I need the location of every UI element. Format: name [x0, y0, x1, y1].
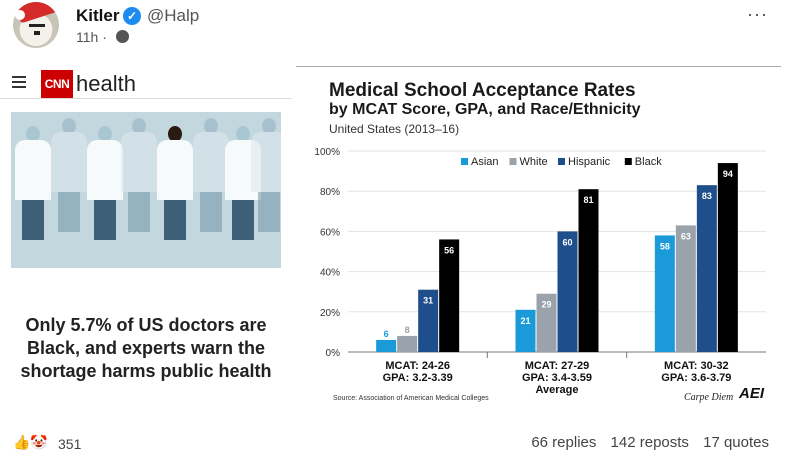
- aei-logo: AEI: [739, 385, 765, 402]
- x-category-label: GPA: 3.4-3.59: [522, 372, 592, 384]
- bar: [439, 239, 460, 352]
- bar: [696, 185, 717, 352]
- quotes-link[interactable]: 17 quotes: [703, 434, 769, 451]
- reaction-count[interactable]: 351: [58, 436, 82, 452]
- x-category-label: GPA: 3.2-3.39: [383, 372, 453, 384]
- avatar-face: [27, 22, 47, 36]
- section-title: health: [76, 71, 136, 96]
- y-tick-label: 0%: [326, 348, 341, 359]
- replies-link[interactable]: 66 replies: [531, 434, 597, 451]
- legend-label: Black: [635, 156, 662, 168]
- chart-source: Source: Association of American Medical …: [333, 395, 489, 402]
- bar-value-label: 58: [660, 241, 670, 251]
- x-category-label: MCAT: 30-32: [664, 360, 729, 372]
- x-category-label: GPA: 3.6-3.79: [661, 372, 731, 384]
- y-tick-label: 80%: [320, 187, 340, 198]
- article-card[interactable]: CNN health Only 5.7% of US doctors are B…: [0, 66, 292, 422]
- bar: [418, 289, 439, 352]
- bar-value-label: 56: [444, 245, 454, 255]
- bar-value-label: 94: [723, 169, 733, 179]
- bar-value-label: 63: [681, 231, 691, 241]
- display-name[interactable]: Kitler: [76, 6, 120, 25]
- bar: [376, 339, 397, 352]
- chart-title: Medical School Acceptance Rates: [329, 80, 636, 101]
- bar-value-label: 83: [702, 191, 712, 201]
- bar: [675, 225, 696, 352]
- bar-chart: 0% 20% 40% 60% 80% 100% Asian White Hispanic Blac…: [314, 147, 766, 396]
- bar: [397, 335, 418, 352]
- chart-subtitle: by MCAT Score, GPA, and Race/Ethnicity: [329, 101, 641, 118]
- bar-value-label: 31: [423, 296, 433, 306]
- y-tick-label: 20%: [320, 308, 340, 319]
- chart-image: Medical School Acceptance Rates by MCAT …: [296, 66, 781, 410]
- y-tick-label: 60%: [320, 227, 340, 238]
- x-category-label: MCAT: 24-26: [385, 360, 450, 372]
- chart-credit: Carpe Diem: [684, 392, 734, 403]
- user-handle[interactable]: @Halp: [147, 6, 200, 25]
- reaction-icons[interactable]: 👍🤡: [13, 434, 48, 450]
- hat-pom: [15, 10, 25, 20]
- legend-label: Hispanic: [568, 156, 611, 168]
- cnn-logo: CNN: [41, 70, 73, 98]
- bar-value-label: 6: [384, 329, 389, 339]
- more-options-button[interactable]: ···: [747, 4, 768, 24]
- bar: [717, 163, 738, 352]
- x-category-label: MCAT: 27-29: [525, 360, 590, 372]
- legend-label: Asian: [471, 156, 499, 168]
- bar: [557, 231, 578, 352]
- bar-value-label: 29: [541, 300, 551, 310]
- verified-badge-icon: ✓: [123, 7, 141, 25]
- bar-value-label: 81: [583, 195, 593, 205]
- bar: [536, 293, 557, 352]
- globe-icon: [116, 30, 129, 43]
- legend-swatch: [624, 158, 632, 165]
- x-category-label: Average: [535, 384, 578, 396]
- avatar[interactable]: [13, 2, 59, 48]
- bar: [515, 309, 536, 352]
- divider: [0, 98, 292, 99]
- bar-value-label: 60: [562, 237, 572, 247]
- post-time: 11h ·: [76, 29, 107, 45]
- chart-region: United States (2013–16): [329, 122, 460, 136]
- bar: [654, 235, 675, 352]
- legend-swatch: [509, 158, 517, 165]
- article-headline: Only 5.7% of US doctors are Black, and e…: [20, 315, 272, 381]
- legend-swatch: [558, 158, 565, 165]
- y-tick-label: 40%: [320, 268, 340, 279]
- bar-value-label: 8: [405, 325, 410, 335]
- reposts-link[interactable]: 142 reposts: [610, 434, 689, 451]
- y-tick-label: 100%: [314, 147, 340, 158]
- menu-icon: [12, 76, 26, 88]
- bar: [578, 189, 599, 352]
- article-image: [11, 112, 281, 268]
- bar-value-label: 21: [520, 316, 530, 326]
- post-stats: 66 replies 142 reposts 17 quotes: [521, 434, 769, 451]
- legend-swatch: [461, 158, 468, 165]
- legend-label: White: [520, 156, 548, 168]
